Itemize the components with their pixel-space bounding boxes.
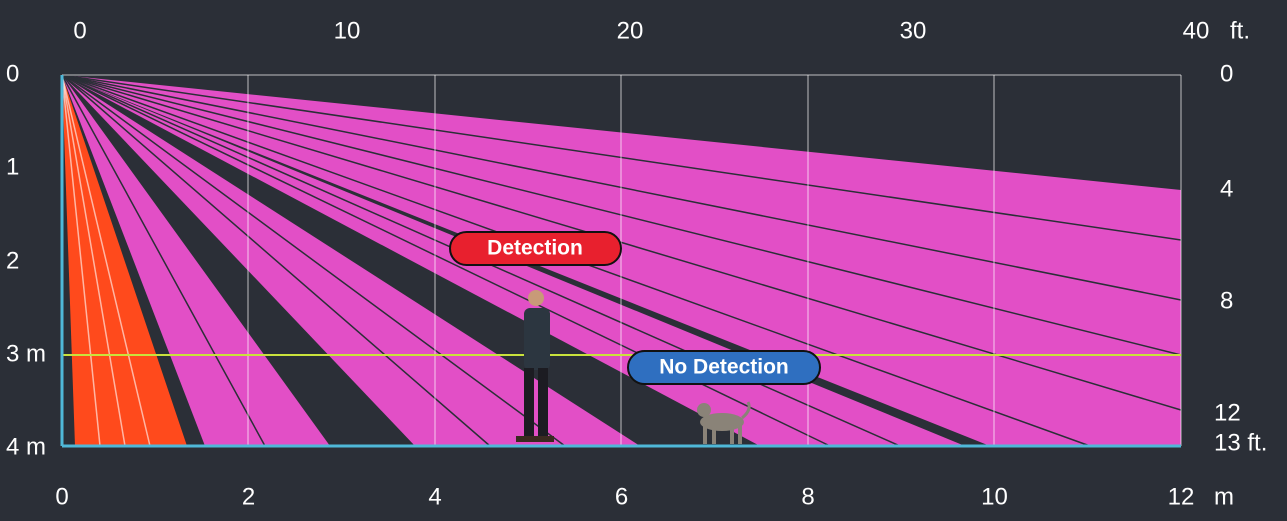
right-tick-label: 8 (1220, 287, 1233, 314)
left-tick-label: 3 m (6, 340, 46, 367)
right-tick-label: 0 (1220, 60, 1233, 87)
top-tick-label: 10 (334, 17, 361, 44)
beam (62, 75, 330, 446)
top-tick-label: 0 (73, 17, 86, 44)
person (516, 290, 554, 442)
top-axis: 0 10 20 30 40 (73, 17, 1209, 44)
left-tick-label: 2 (6, 247, 19, 274)
bottom-unit: m (1214, 483, 1234, 510)
bottom-tick-label: 4 (428, 483, 441, 510)
bottom-tick-label: 10 (981, 483, 1008, 510)
no-detection-label: No Detection (659, 356, 789, 379)
bottom-tick-label: 12 (1168, 483, 1195, 510)
right-axis: 0 4 8 12 13 ft. (1214, 60, 1267, 456)
top-tick-label: 40 (1183, 17, 1210, 44)
right-tick-label: 4 (1220, 175, 1233, 202)
beam (62, 75, 640, 446)
left-tick-label: 4 m (6, 433, 46, 460)
close-zone-lines (61, 74, 151, 447)
bottom-tick-label: 6 (615, 483, 628, 510)
bottom-tick-label: 2 (242, 483, 255, 510)
detection-pill (449, 231, 622, 266)
close-zone (62, 75, 187, 446)
left-tick-label: 0 (6, 60, 19, 87)
grid (62, 74, 1182, 446)
right-tick-label: 13 ft. (1214, 429, 1267, 456)
right-tick-label: 12 (1214, 399, 1241, 426)
top-tick-label: 20 (617, 17, 644, 44)
bottom-tick-label: 8 (801, 483, 814, 510)
bottom-tick-label: 0 (55, 483, 68, 510)
left-tick-label: 1 (6, 153, 19, 180)
top-unit: ft. (1230, 17, 1250, 44)
beam (62, 75, 1181, 446)
bottom-axis: 0 2 4 6 8 10 12 (55, 483, 1194, 510)
dog (697, 401, 751, 444)
top-tick-label: 30 (900, 17, 927, 44)
detection-label: Detection (487, 237, 583, 260)
no-detection-pill (627, 350, 821, 385)
left-axis: 0 1 2 3 m 4 m (6, 60, 46, 460)
